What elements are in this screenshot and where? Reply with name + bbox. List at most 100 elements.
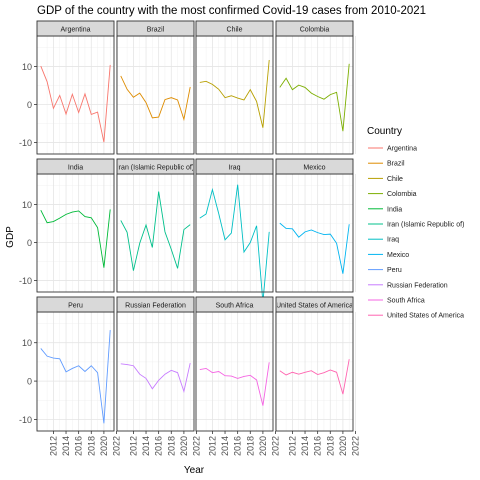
facet-strip [116, 20, 195, 37]
facet-strip [36, 296, 115, 313]
x-tick-label: 2018 [166, 436, 176, 456]
panel-south-africa: South Africa [195, 296, 276, 432]
facet-strip [36, 158, 115, 175]
panel-background [196, 174, 273, 292]
x-tick-label: 2018 [325, 436, 335, 456]
legend-item-india: India [368, 206, 402, 213]
series-line-iraq [199, 184, 270, 303]
legend-label: Brazil [387, 161, 405, 168]
legend-item-colombia: Colombia [368, 191, 417, 198]
facet-label-colombia: Colombia [300, 27, 330, 34]
x-tick-label: 2022 [271, 436, 281, 456]
facet-label-iran-islamic-republic-of: Iran (Islamic Republic of) [117, 165, 194, 172]
facet-strip [195, 20, 274, 37]
series-line-brazil [120, 75, 191, 122]
x-tick-label: 2014 [61, 436, 71, 456]
legend-label: South Africa [387, 298, 425, 305]
legend-item-brazil: Brazil [368, 161, 405, 168]
y-tick-label: 0 [27, 100, 32, 110]
series-line-peru [40, 330, 111, 424]
legend-item-south-africa: South Africa [368, 298, 425, 305]
panel-background [196, 36, 273, 154]
x-tick-label: 2014 [141, 436, 151, 456]
y-axis-label: GDP [5, 226, 16, 248]
facet-strip [275, 158, 354, 175]
x-tick-label: 2018 [86, 436, 96, 456]
x-tick-label: 2020 [99, 436, 109, 456]
legend-label: Chile [387, 176, 403, 183]
legend-items: Argentina Brazil Chile Colombia India Iran (I… [368, 146, 464, 320]
facet-strip [275, 20, 354, 37]
legend-item-argentina: Argentina [368, 146, 417, 153]
legend-label: Mexico [387, 252, 409, 259]
facet-label-united-states-of-america: United States of America [276, 303, 353, 310]
legend-item-russian-federation: Russian Federation [368, 282, 448, 289]
y-axes: -10 0 10 -10 0 10 -10 0 10 [19, 62, 37, 425]
x-tick-label: 2020 [258, 436, 268, 456]
series-line-russian-federation [120, 362, 191, 394]
facet-strip [116, 296, 195, 313]
x-tick-label: 2022 [192, 436, 202, 456]
series-line-colombia [279, 63, 350, 132]
series-line-iran-islamic-republic-of [120, 191, 191, 271]
x-tick-label: 2022 [112, 436, 122, 456]
panel-background [117, 36, 194, 154]
x-tick-label: 2012 [128, 436, 138, 456]
panel-peru: Peru [36, 296, 117, 432]
facet-label-brazil: Brazil [147, 27, 165, 34]
x-tick-label: 2016 [233, 436, 243, 456]
panel-background [117, 312, 194, 431]
x-tick-label: 2016 [154, 436, 164, 456]
y-tick-label: 10 [22, 62, 32, 72]
series-line-india [40, 209, 111, 268]
legend-item-iran-islamic-republic-of: Iran (Islamic Republic of) [368, 222, 464, 229]
x-tick-label: 2016 [313, 436, 323, 456]
series-line-united-states-of-america [279, 359, 350, 395]
panel-mexico: Mexico [275, 158, 356, 293]
facet-strip [195, 296, 274, 313]
legend-title: Country [367, 126, 402, 137]
series-line-south-africa [199, 362, 270, 406]
y-tick-label: 10 [22, 200, 32, 210]
x-tick-label: 2020 [338, 436, 348, 456]
x-tick-label: 2020 [179, 436, 189, 456]
facet-strip [195, 158, 274, 175]
x-tick-label: 2012 [287, 436, 297, 456]
facet-label-south-africa: South Africa [216, 303, 254, 310]
series-line-chile [199, 59, 270, 128]
x-tick-label: 2022 [351, 436, 361, 456]
legend-label: Iran (Islamic Republic of) [387, 222, 464, 229]
facet-strip [36, 20, 115, 37]
facet-label-argentina: Argentina [61, 27, 91, 34]
series-line-argentina [40, 64, 111, 143]
legend-label: Colombia [387, 191, 417, 198]
y-tick-label: -10 [19, 276, 32, 286]
panel-colombia: Colombia [275, 20, 356, 155]
x-tick-label: 2014 [220, 436, 230, 456]
panel-background [37, 174, 114, 292]
facet-strip [275, 296, 354, 313]
legend-label: Iraq [387, 237, 399, 244]
y-tick-label: 0 [27, 238, 32, 248]
series-line-mexico [279, 222, 350, 274]
x-tick-label: 2018 [245, 436, 255, 456]
panel-brazil: Brazil [116, 20, 197, 155]
panel-background [196, 312, 273, 431]
panel-india: India [36, 158, 117, 293]
facet-label-mexico: Mexico [303, 165, 325, 172]
x-axes: 2012 2014 2016 2018 2020 2022 2012 2014 2016 2018… [48, 431, 361, 456]
panel-argentina: Argentina [36, 20, 117, 155]
legend-item-peru: Peru [368, 267, 402, 274]
legend: Country Argentina Brazil Chile Colombia Indi… [367, 126, 464, 320]
facet-label-peru: Peru [68, 303, 83, 310]
y-tick-label: 10 [22, 338, 32, 348]
panel-iraq: Iraq [195, 158, 276, 303]
y-tick-label: 0 [27, 377, 32, 387]
x-tick-label: 2014 [300, 436, 310, 456]
facet-panels: Argentina Brazil Chile Colombia India Iran (I… [36, 20, 356, 432]
facet-label-chile: Chile [227, 27, 243, 34]
panel-iran-islamic-republic-of: Iran (Islamic Republic of) [116, 158, 197, 293]
y-tick-label: -10 [19, 138, 32, 148]
facet-label-india: India [68, 165, 83, 172]
legend-item-chile: Chile [368, 176, 403, 183]
